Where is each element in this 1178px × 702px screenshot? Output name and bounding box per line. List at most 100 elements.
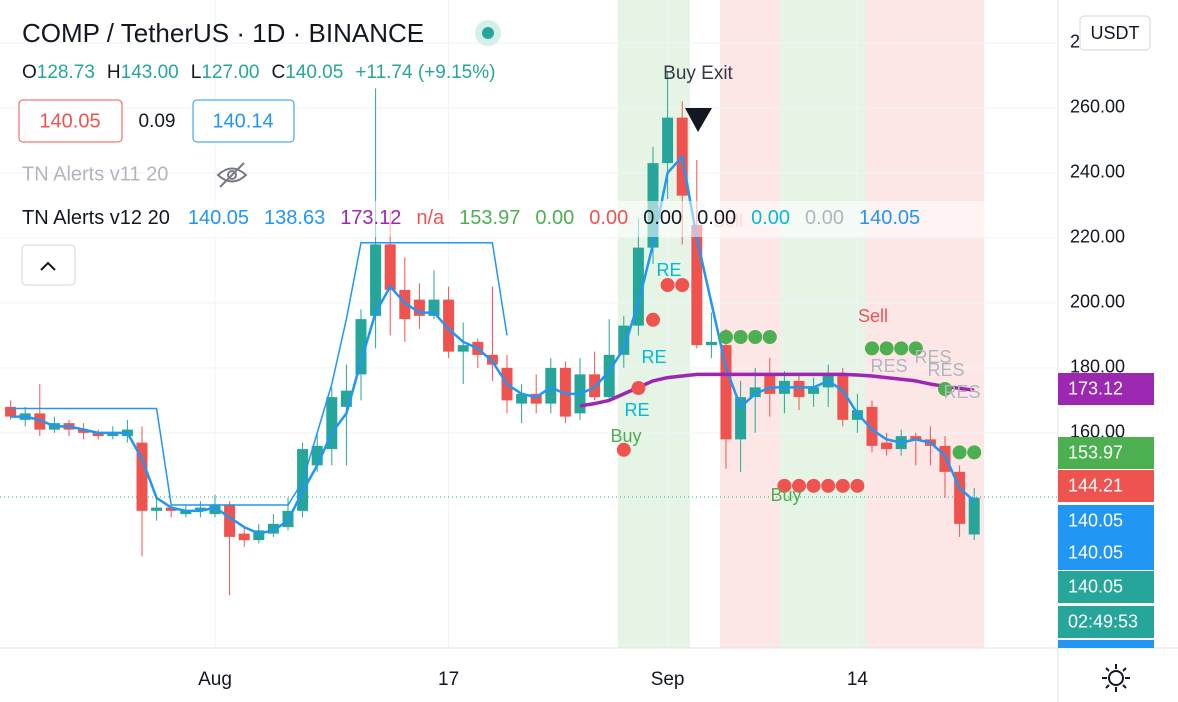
candle-body bbox=[881, 442, 893, 450]
status-dot bbox=[482, 27, 494, 39]
signal-dot bbox=[865, 341, 879, 356]
signal-dot bbox=[733, 329, 748, 344]
annotation: Sell bbox=[858, 306, 888, 326]
signal-dot bbox=[748, 329, 763, 344]
price-label: 02:49:53 bbox=[1068, 611, 1138, 631]
legend-overlay: COMP / TetherUS · 1D · BINANCE O128.73 H1… bbox=[14, 18, 1032, 286]
indicator-value: 153.97 bbox=[459, 207, 520, 229]
signal-dot bbox=[762, 329, 777, 344]
candle-body bbox=[837, 374, 849, 420]
candle-body bbox=[238, 533, 250, 541]
signal-dot bbox=[631, 381, 646, 396]
ohlc-value: 140.05 bbox=[285, 62, 343, 83]
candle-body bbox=[413, 299, 425, 316]
settings-icon[interactable] bbox=[1102, 664, 1130, 692]
candle-body bbox=[968, 497, 980, 535]
y-tick-label: 260.00 bbox=[1070, 97, 1125, 117]
price-label-box bbox=[1058, 373, 1154, 405]
price-label: 140.05 bbox=[1068, 542, 1123, 562]
ohlc-value: 127.00 bbox=[201, 62, 259, 83]
indicator-value: 0.00 bbox=[697, 207, 736, 229]
spread: 0.09 bbox=[139, 111, 176, 132]
signal-dot bbox=[879, 341, 894, 356]
indicator-line bbox=[10, 155, 976, 535]
indicator-value: 0.00 bbox=[535, 207, 574, 229]
y-tick-label: 200.00 bbox=[1070, 292, 1125, 312]
x-tick-label: 17 bbox=[438, 669, 459, 690]
signal-dot bbox=[777, 478, 792, 493]
price-label-box bbox=[1058, 505, 1154, 537]
indicator-backdrop bbox=[14, 201, 1032, 237]
candle-body bbox=[545, 367, 557, 404]
candle-body bbox=[180, 510, 192, 515]
time-axis-panel bbox=[0, 648, 1058, 702]
annotation: RE bbox=[641, 347, 666, 367]
candle-body bbox=[603, 354, 615, 398]
signal-dot bbox=[938, 381, 952, 396]
price-label-box bbox=[1058, 437, 1154, 469]
annotation: RES bbox=[927, 360, 964, 380]
signal-dot bbox=[806, 478, 821, 493]
hidden-eye-icon[interactable] bbox=[216, 162, 248, 188]
symbol-title: COMP / TetherUS · 1D · BINANCE bbox=[22, 18, 424, 48]
y-tick-label: 180.00 bbox=[1070, 357, 1125, 377]
candle-body bbox=[355, 319, 367, 375]
ask-price: 140.14 bbox=[212, 110, 273, 132]
candle-body bbox=[939, 445, 951, 472]
price-label-box bbox=[1058, 571, 1154, 603]
candle-body bbox=[340, 390, 352, 407]
indicator-value: 173.12 bbox=[340, 207, 401, 229]
annotation: Buy Exit bbox=[663, 63, 733, 84]
signal-dot bbox=[908, 341, 923, 356]
candle-body bbox=[618, 325, 630, 355]
annotation: Buy bbox=[610, 426, 641, 446]
price-label-box bbox=[1058, 470, 1154, 502]
candle-body bbox=[267, 523, 279, 534]
bid-price: 140.05 bbox=[39, 110, 100, 132]
x-tick-label: Sep bbox=[651, 669, 685, 690]
price-label-box bbox=[1058, 640, 1154, 648]
bid-box[interactable] bbox=[18, 99, 123, 143]
candle-body bbox=[866, 406, 878, 446]
ohlc-key: H bbox=[107, 62, 121, 83]
signal-dot bbox=[719, 329, 733, 344]
signal-dot bbox=[894, 341, 909, 356]
price-label: 153.97 bbox=[1068, 442, 1123, 462]
indicator-line bbox=[579, 372, 975, 408]
candle-body bbox=[516, 393, 528, 404]
candle-body bbox=[559, 367, 571, 417]
ask-box[interactable] bbox=[192, 99, 295, 143]
candle-body bbox=[954, 471, 966, 524]
axis-widgets: USDT 173.12 153.97 144.21 140.05 140.05 140.0… bbox=[1058, 15, 1154, 692]
candle-body bbox=[326, 397, 338, 450]
price-label-box bbox=[1058, 606, 1154, 638]
candle-body bbox=[34, 413, 46, 430]
signal-dot bbox=[660, 278, 675, 293]
ohlc-value: 143.00 bbox=[121, 62, 179, 83]
candle-body bbox=[399, 289, 411, 320]
ohlc-key: C bbox=[271, 62, 285, 83]
price-label-box bbox=[1058, 537, 1154, 570]
candle-body bbox=[370, 244, 382, 316]
collapse-button[interactable] bbox=[21, 244, 76, 286]
signal-dot bbox=[850, 478, 865, 493]
signal-dot bbox=[835, 478, 850, 493]
price-label: 173.12 bbox=[1068, 378, 1123, 398]
price-label: 144.21 bbox=[1068, 475, 1123, 495]
indicator-value: n/a bbox=[416, 207, 445, 229]
signal-dot bbox=[952, 445, 967, 460]
grid bbox=[0, 0, 1058, 648]
indicator-value: 140.05 bbox=[859, 207, 920, 229]
candle-body bbox=[253, 530, 265, 541]
signal-dot bbox=[646, 312, 660, 327]
candle-body bbox=[457, 345, 469, 352]
candle-body bbox=[5, 406, 17, 417]
price-label: 140.05 bbox=[1068, 510, 1123, 530]
ohlc-value: 128.73 bbox=[37, 62, 95, 83]
currency-button[interactable] bbox=[1079, 15, 1151, 51]
candle-body bbox=[530, 393, 542, 404]
candle-body bbox=[691, 224, 703, 346]
annotation: Buy bbox=[770, 485, 801, 505]
candle-body bbox=[165, 507, 177, 511]
